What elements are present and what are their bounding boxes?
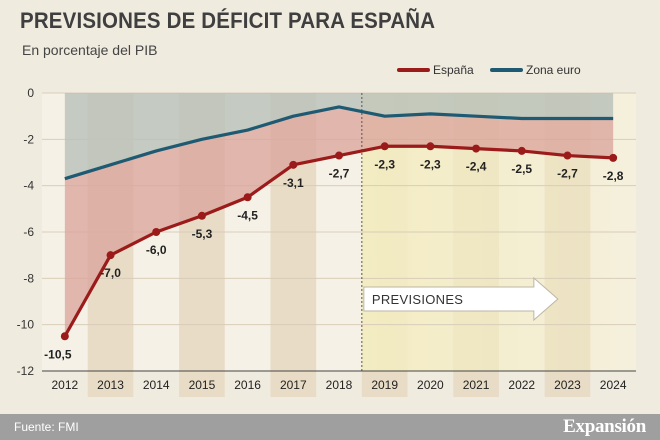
spain-point [563,151,572,160]
spain-point [380,142,389,151]
x-tick-label: 2013 [97,378,124,392]
y-tick-label: -8 [23,271,34,285]
spain-gap-area [64,106,614,337]
spain-data-label: -7,0 [100,266,121,280]
spain-point [243,193,252,202]
spain-point [426,142,435,151]
spain-data-label: -2,5 [511,162,532,176]
spain-point [335,151,343,160]
spain-data-label: -5,3 [192,227,213,241]
spain-data-label: -2,7 [557,167,578,181]
spain-point [60,332,69,341]
x-tick-label: 2018 [326,378,353,392]
y-tick-label: -12 [17,364,35,378]
x-tick-label: 2021 [463,378,490,392]
spain-data-label: -10,5 [44,347,72,361]
brand-logo: Expansión [563,416,646,437]
x-tick-label: 2012 [51,378,78,392]
x-tick-label: 2024 [600,378,627,392]
spain-data-label: -2,7 [329,167,350,181]
spain-point [517,146,526,155]
chart-subtitle: En porcentaje del PIB [22,42,158,58]
spain-data-label: -2,8 [603,169,624,183]
y-tick-label: -6 [23,225,34,239]
euro-area [64,93,614,179]
x-tick-label: 2016 [234,378,261,392]
forecast-annotation-label: PREVISIONES [372,292,463,307]
chart-title: PREVISIONES DE DÉFICIT PARA ESPAÑA [20,8,436,33]
spain-point [609,153,618,162]
spain-point [106,251,115,260]
spain-data-label: -4,5 [237,208,258,222]
spain-point [197,211,206,220]
y-tick-label: 0 [27,86,34,100]
euro-series-line [64,105,614,181]
source-note: Fuente: FMI [14,420,79,434]
spain-data-label: -2,3 [374,157,395,171]
x-tick-label: 2023 [554,378,581,392]
y-tick-label: -10 [17,318,35,332]
y-tick-label: -2 [23,132,34,146]
footer-bar: Fuente: FMI Expansión [0,414,660,440]
spain-point [152,228,161,236]
x-tick-label: 2020 [417,378,444,392]
x-tick-label: 2014 [143,378,170,392]
y-tick-label: -4 [23,179,34,193]
x-tick-label: 2022 [508,378,535,392]
deficit-chart: -10,5 -7,0 -6,0 -5,3 -4,5 -3,1 -2,7 -2,3 -2,3 -2,… [17,63,636,397]
x-tick-label: 2015 [189,378,216,392]
forecast-arrow [363,276,559,322]
spain-point [472,144,481,153]
x-tick-label: 2019 [371,378,398,392]
spain-data-label: -2,4 [466,160,487,174]
spain-data-label: -3,1 [283,176,304,190]
spain-point [289,160,298,169]
spain-data-label: -6,0 [146,243,167,257]
legend-spain-label: España [433,63,474,77]
legend-euro-label: Zona euro [526,63,581,77]
x-tick-label: 2017 [280,378,307,392]
spain-data-label: -2,3 [420,157,441,171]
